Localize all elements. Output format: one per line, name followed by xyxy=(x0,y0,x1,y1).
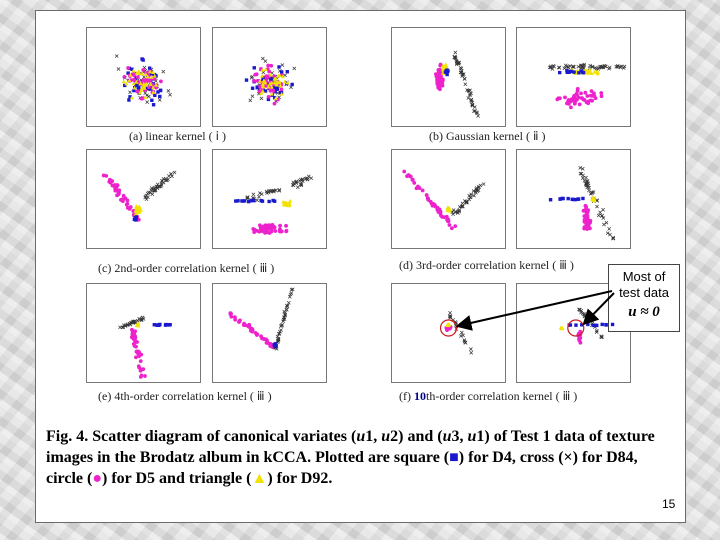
caption-f: (f) 10th-order correlation kernel ( ⅲ ) xyxy=(399,389,577,404)
plot-e-left xyxy=(86,283,201,383)
fig-text-4: 3, xyxy=(451,428,468,445)
fig-var-u: u xyxy=(356,428,366,445)
plot-c-left xyxy=(86,149,201,249)
fig-var-u: u xyxy=(467,428,477,445)
fig-var-u: u xyxy=(442,428,452,445)
caption-d: (d) 3rd-order correlation kernel ( ⅲ ) xyxy=(399,258,574,272)
circle-marker-symbol: ● xyxy=(92,470,103,487)
caption-f-prefix: (f) xyxy=(399,389,414,403)
caption-f-number: 10 xyxy=(414,389,426,403)
callout-box: Most of test data u ≈ 0 xyxy=(608,264,680,332)
plot-a-left xyxy=(86,27,201,127)
fig-text-7: ) for D5 and triangle ( xyxy=(102,470,252,487)
caption-f-suffix: th-order correlation kernel ( ⅲ ) xyxy=(426,389,578,403)
fig-text-3: 2) and ( xyxy=(390,428,443,445)
plot-f-left xyxy=(391,283,506,383)
plot-b-right xyxy=(516,27,631,127)
plot-e-right xyxy=(212,283,327,383)
plot-a-right xyxy=(212,27,327,127)
plot-d-right xyxy=(516,149,631,249)
caption-a: (a) linear kernel ( ⅰ ) xyxy=(129,129,226,143)
plot-c-right xyxy=(212,149,327,249)
plot-b-left xyxy=(391,27,506,127)
callout-formula: u ≈ 0 xyxy=(628,304,660,320)
fig-var-u: u xyxy=(381,428,391,445)
fig-text-5: 1) of Test 1 data of texture images in t… xyxy=(46,428,655,466)
caption-c: (c) 2nd-order correlation kernel ( ⅲ ) xyxy=(98,261,275,275)
plot-d-left xyxy=(391,149,506,249)
triangle-marker-symbol: ▲ xyxy=(251,470,268,487)
square-marker-symbol: ■ xyxy=(449,449,459,466)
figure-label: Fig. 4. xyxy=(46,428,89,445)
fig-text-8: ) for D92. xyxy=(267,470,333,487)
fig-text-6: ) for D4, cross (×) for D84, circle ( xyxy=(46,449,638,487)
fig-text-2: 1, xyxy=(365,428,382,445)
page-number: 15 xyxy=(662,497,676,511)
callout-line2: test data xyxy=(619,285,669,300)
caption-b: (b) Gaussian kernel ( ⅱ ) xyxy=(429,129,546,143)
figure-caption: Fig. 4. Scatter diagram of canonical var… xyxy=(46,426,676,489)
fig-text-1: Scatter diagram of canonical variates ( xyxy=(88,428,357,445)
callout-line1: Most of xyxy=(622,269,666,284)
caption-e: (e) 4th-order correlation kernel ( ⅲ ) xyxy=(98,389,272,403)
